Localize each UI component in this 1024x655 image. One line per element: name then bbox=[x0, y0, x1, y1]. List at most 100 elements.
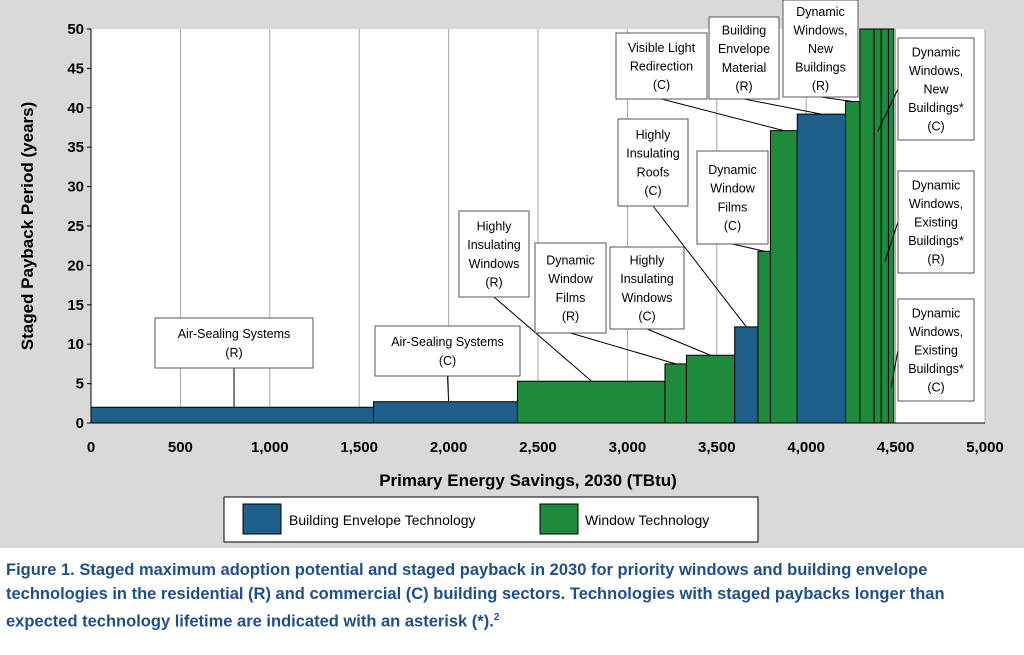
annotation-text: (R) bbox=[812, 79, 829, 93]
annotation-box bbox=[617, 118, 689, 207]
bar bbox=[516, 380, 666, 424]
annotation-text: Envelope bbox=[718, 42, 770, 56]
annotation-leader bbox=[646, 328, 711, 356]
bar bbox=[769, 130, 798, 424]
annotation-box bbox=[374, 325, 521, 377]
annotation-text: Existing bbox=[914, 216, 958, 230]
bar bbox=[859, 28, 875, 424]
annotation-leader bbox=[890, 349, 899, 388]
annotation-box bbox=[782, 0, 859, 98]
annotation-text: (R) bbox=[735, 79, 752, 93]
bar bbox=[90, 406, 375, 424]
y-tick-label: 10 bbox=[67, 336, 84, 353]
annotation-text: Air-Sealing Systems bbox=[178, 327, 291, 341]
y-tick-label: 20 bbox=[67, 257, 84, 274]
annotation-text: (C) bbox=[927, 120, 944, 134]
legend-swatch-envelope bbox=[242, 503, 282, 535]
annotation-box bbox=[615, 32, 708, 100]
annotation-text: Buildings* bbox=[908, 234, 964, 248]
x-tick-label: 4,000 bbox=[787, 439, 825, 456]
annotation-text: Insulating bbox=[620, 272, 674, 286]
annotation-text: Visible Light bbox=[628, 41, 696, 55]
annotation-text: Window bbox=[710, 182, 755, 196]
bar bbox=[734, 326, 759, 424]
annotation-leader bbox=[884, 221, 899, 262]
legend: Building Envelope Technology Window Tech… bbox=[223, 496, 759, 543]
annotation-text: (R) bbox=[225, 346, 242, 360]
bar bbox=[887, 28, 895, 424]
annotation-leader bbox=[652, 205, 747, 328]
annotation-leader bbox=[820, 96, 853, 102]
y-tick-labels: 0 5 10 15 20 25 30 35 40 45 50 bbox=[67, 21, 91, 432]
figure-caption: Figure 1. Staged maximum adoption potent… bbox=[6, 558, 1016, 634]
annotation-text: New bbox=[808, 42, 834, 56]
y-tick-label: 45 bbox=[67, 60, 84, 77]
annotation-text: Redirection bbox=[630, 60, 693, 74]
annotation-text: Dynamic bbox=[546, 254, 595, 268]
annotation-text: Building bbox=[722, 24, 767, 38]
x-tick-label: 1,000 bbox=[251, 439, 289, 456]
annotation-text: (R) bbox=[485, 275, 502, 289]
x-tick-label: 5,000 bbox=[966, 439, 1004, 456]
annotation-text: Windows bbox=[469, 257, 520, 271]
annotation-box bbox=[708, 16, 780, 100]
annotation-leader bbox=[877, 88, 899, 132]
annotation-text: Insulating bbox=[467, 238, 521, 252]
annotation-text: New bbox=[923, 83, 949, 97]
annotation-text: Material bbox=[722, 61, 766, 75]
bar bbox=[873, 28, 882, 424]
annotation-text: (R) bbox=[927, 253, 944, 267]
annotation-text: Windows bbox=[622, 291, 673, 305]
bar bbox=[796, 113, 847, 424]
annotation-text: Dynamic bbox=[796, 5, 845, 19]
y-tick-label: 25 bbox=[67, 218, 84, 235]
annotation-box bbox=[897, 298, 975, 402]
annotation-leader bbox=[570, 332, 676, 365]
annotation-text: Windows, bbox=[793, 23, 847, 37]
annotation-leader bbox=[661, 98, 784, 132]
legend-swatch-window bbox=[539, 503, 579, 535]
annotation-box bbox=[696, 150, 769, 245]
bar bbox=[757, 250, 771, 424]
annotation-box bbox=[154, 317, 314, 369]
x-tick-label: 2,500 bbox=[519, 439, 557, 456]
x-tick-label: 500 bbox=[168, 439, 193, 456]
x-tick-label: 3,000 bbox=[609, 439, 647, 456]
annotation-text: Air-Sealing Systems bbox=[391, 335, 504, 349]
annotation-box bbox=[458, 210, 530, 298]
annotation-text: Dynamic bbox=[912, 45, 961, 59]
annotation-text: (C) bbox=[439, 354, 456, 368]
annotation-text: Highly bbox=[636, 128, 671, 142]
bar bbox=[845, 100, 861, 424]
x-tick-label: 4,500 bbox=[877, 439, 915, 456]
x-tick-label: 1,500 bbox=[340, 439, 378, 456]
y-axis-title: Staged Payback Period (years) bbox=[18, 102, 37, 351]
annotation-text: Roofs bbox=[637, 165, 670, 179]
annotation-box bbox=[897, 37, 975, 141]
y-tick-label: 5 bbox=[76, 376, 84, 393]
annotation-text: Buildings* bbox=[908, 362, 964, 376]
bar bbox=[880, 28, 889, 424]
legend-label-envelope: Building Envelope Technology bbox=[289, 512, 476, 528]
annotation-text: Windows, bbox=[909, 197, 963, 211]
x-axis-title: Primary Energy Savings, 2030 (TBtu) bbox=[379, 471, 677, 490]
x-tick-label: 2,000 bbox=[430, 439, 468, 456]
annotation-text: Windows, bbox=[909, 325, 963, 339]
annotation-text: Insulating bbox=[626, 147, 680, 161]
x-tick-label: 0 bbox=[87, 439, 95, 456]
bar bbox=[685, 354, 736, 424]
annotation-text: (C) bbox=[724, 219, 741, 233]
chart-svg: Air-Sealing Systems (R) Air-Sealing System… bbox=[18, 0, 1004, 543]
annotation-text: Windows, bbox=[909, 64, 963, 78]
annotation-leader bbox=[732, 243, 765, 252]
annotation-leader bbox=[447, 375, 450, 402]
bar bbox=[664, 363, 687, 424]
annotation-text: Buildings* bbox=[908, 101, 964, 115]
bar bbox=[373, 401, 518, 424]
annotation-text: (C) bbox=[653, 78, 670, 92]
annotations: Air-Sealing Systems (R) Air-Sealing System… bbox=[154, 0, 975, 402]
legend-box bbox=[223, 496, 759, 543]
annotation-box bbox=[609, 246, 685, 330]
annotation-text: Highly bbox=[630, 254, 665, 268]
annotation-text: Dynamic bbox=[912, 306, 961, 320]
